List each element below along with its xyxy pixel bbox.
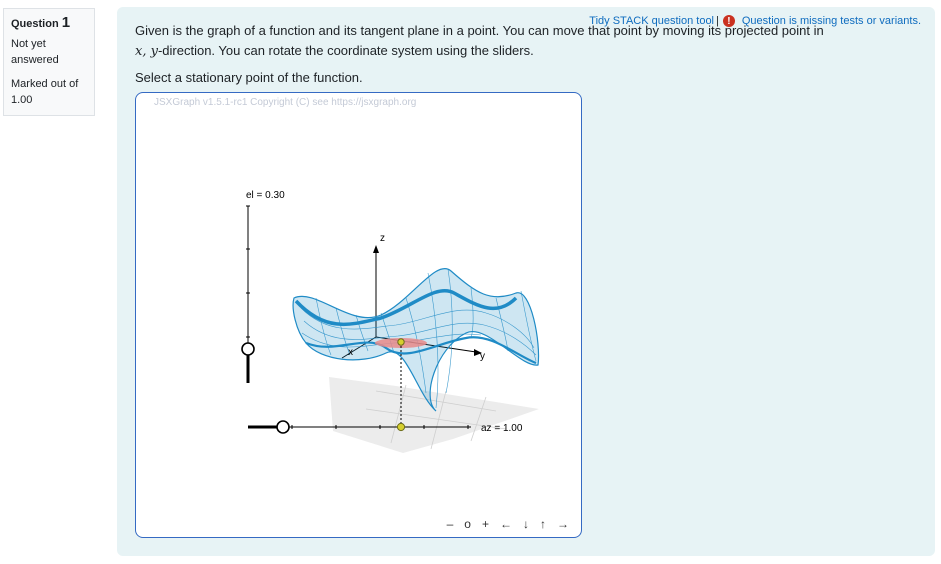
jsxgraph-copyright: JSXGraph v1.5.1-rc1 Copyright (C) see ht… — [154, 97, 417, 108]
zoom-out-button[interactable]: – — [446, 517, 454, 531]
el-slider-ticks — [246, 205, 250, 338]
surface-point — [397, 338, 405, 346]
question-label: Question — [11, 18, 59, 30]
x-axis — [341, 336, 377, 359]
board-canvas[interactable]: el = 0.30 az = 1.00 z x y — [136, 93, 582, 538]
el-slider-label: el = 0.30 — [246, 190, 285, 201]
question-text: Given is the graph of a function and its… — [135, 21, 835, 94]
el-slider-handle[interactable] — [241, 342, 255, 356]
board-navbar: – o + ← ↓ ↑ → — [447, 517, 569, 531]
z-axis-label: z — [380, 233, 385, 244]
question-number: Question 1 — [11, 15, 87, 32]
question-paragraph: Given is the graph of a function and its… — [135, 23, 824, 59]
z-axis-arrow-icon — [373, 245, 379, 253]
y-axis-arrow-icon — [474, 349, 482, 356]
az-slider-ticks — [291, 425, 469, 429]
zoom-in-button[interactable]: + — [481, 517, 489, 531]
question-formulation: Tidy STACK question tool | ! Question is… — [117, 7, 935, 556]
pan-up-button[interactable]: ↑ — [540, 517, 546, 531]
tidy-stack-link[interactable]: Tidy STACK question tool — [589, 15, 715, 27]
y-axis-label: y — [480, 351, 485, 362]
az-slider-label: az = 1.00 — [481, 423, 523, 434]
missing-tests-link[interactable]: Question is missing tests or variants. — [741, 15, 921, 27]
pan-left-button[interactable]: ← — [500, 517, 512, 531]
question-mark: Marked out of 1.00 — [11, 78, 79, 106]
zoom-reset-button[interactable]: o — [464, 517, 471, 531]
question-state: Not yet answered — [11, 38, 59, 66]
tools-separator: | — [716, 15, 719, 27]
question-prompt: Select a stationary point of the functio… — [135, 70, 363, 85]
question-info-panel: Question 1 Not yet answered Marked out o… — [3, 8, 95, 116]
exclamation-circle-icon: ! — [722, 15, 735, 27]
ground-grid — [365, 384, 507, 450]
az-slider-handle[interactable] — [276, 420, 290, 434]
question-tools: Tidy STACK question tool | ! Question is… — [589, 15, 921, 27]
x-axis-label: x — [348, 347, 353, 358]
ground-plane — [329, 377, 539, 453]
projected-point[interactable] — [396, 422, 406, 432]
pan-right-button[interactable]: → — [557, 517, 569, 531]
question-number-value: 1 — [61, 14, 71, 31]
jsxgraph-board[interactable]: JSXGraph v1.5.1-rc1 Copyright (C) see ht… — [135, 92, 582, 538]
pan-down-button[interactable]: ↓ — [523, 517, 529, 531]
math-xy: x, y — [135, 44, 158, 59]
